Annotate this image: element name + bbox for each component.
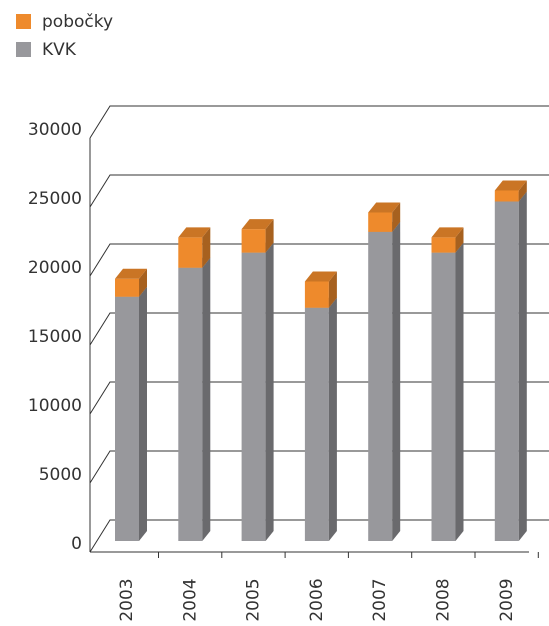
bar-face	[494, 190, 519, 202]
bar-face	[455, 227, 464, 253]
bar-face	[241, 219, 274, 230]
bar-face	[494, 180, 527, 191]
x-tick-label: 2006	[307, 578, 327, 621]
bar-segment	[368, 202, 401, 232]
bar-face	[178, 227, 211, 238]
bar-segment	[494, 180, 527, 202]
grid-line	[89, 519, 549, 553]
bar-segment	[494, 191, 527, 541]
legend-swatch	[16, 14, 31, 29]
x-tick-label: 2004	[180, 578, 200, 621]
bar-segment	[178, 227, 211, 268]
bar-face	[178, 237, 203, 268]
grid-line	[89, 174, 549, 208]
bar-face	[304, 281, 329, 308]
bar-face	[139, 286, 147, 541]
bar-face	[304, 271, 337, 282]
bar-face	[518, 191, 527, 541]
bar-segment	[241, 242, 274, 541]
bar-face	[178, 267, 203, 541]
x-tick-label: 2007	[370, 578, 390, 621]
bar-face	[368, 212, 393, 232]
bar-segment	[431, 242, 464, 541]
bar-segment	[368, 221, 401, 541]
bar-face	[431, 252, 456, 541]
bar-face	[392, 202, 401, 232]
bar-face	[368, 202, 401, 213]
bar-face	[431, 227, 464, 238]
bar-face	[202, 227, 211, 268]
y-tick-label: 10000	[28, 396, 82, 416]
x-tick-label: 2008	[434, 578, 454, 621]
bar-face	[494, 201, 519, 541]
x-tick-label: 2005	[244, 578, 264, 621]
legend-label: KVK	[42, 40, 77, 60]
bar-face	[241, 229, 266, 253]
bar-face	[518, 180, 527, 202]
bar-face	[431, 237, 456, 253]
bar-face	[115, 296, 139, 541]
grid-line	[89, 450, 549, 484]
bar-segment	[431, 227, 464, 253]
y-tick-label: 25000	[28, 189, 82, 209]
y-tick-label: 20000	[28, 258, 82, 278]
bar-segment	[304, 297, 337, 541]
grid-line	[89, 243, 549, 277]
bar-face	[455, 242, 464, 541]
x-tick-label: 2009	[497, 578, 517, 621]
x-tick-label: 2003	[117, 578, 137, 621]
bar-face	[265, 219, 274, 253]
grid-line	[89, 381, 549, 415]
bar-face	[115, 268, 147, 279]
bar-segment	[241, 219, 274, 253]
y-tick-label: 5000	[39, 465, 82, 485]
bar-face	[265, 242, 274, 541]
bar-face	[392, 221, 401, 541]
bar-face	[241, 252, 266, 541]
legend-swatch	[16, 42, 31, 57]
bar-face	[304, 307, 329, 541]
bar-face	[202, 257, 211, 541]
bar-segment	[115, 268, 147, 297]
grid-line	[89, 312, 549, 346]
bar-face	[139, 268, 147, 297]
bar-segment	[115, 286, 147, 541]
y-tick-label: 0	[71, 534, 82, 554]
legend-label: pobočky	[42, 12, 113, 32]
bar-face	[328, 297, 337, 541]
y-tick-label: 15000	[28, 327, 82, 347]
bar-segment	[304, 271, 337, 308]
y-tick-label: 30000	[28, 120, 82, 140]
bar-face	[328, 271, 337, 308]
bar-segment	[178, 257, 211, 541]
grid-line	[89, 105, 549, 139]
bar-face	[115, 278, 139, 297]
bar-face	[368, 231, 393, 541]
